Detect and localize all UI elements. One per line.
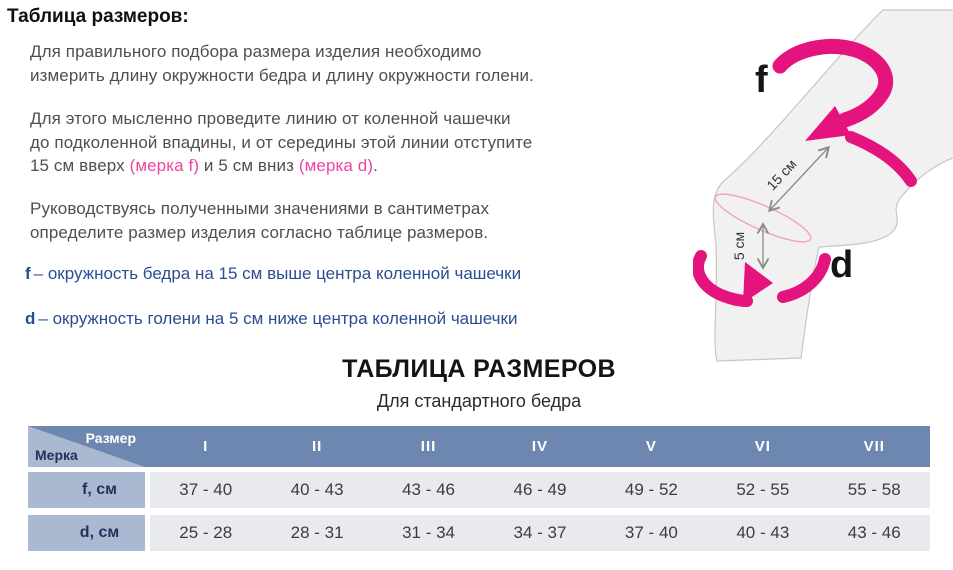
row-label: f, см <box>28 472 145 508</box>
size-table: Размер Мерка I II III IV V VI VII f, см … <box>28 426 930 551</box>
table-cell: 25 - 28 <box>179 523 233 542</box>
intro-paragraph-1: Для правильного подбора размера изделия … <box>30 40 534 87</box>
table-cell: 55 - 58 <box>847 480 901 499</box>
text-segment: . <box>373 156 378 175</box>
calf-rotation-arrow <box>693 250 831 307</box>
paragraph-line: Руководствуясь полученными значениями в … <box>30 199 490 218</box>
table-cell: 31 - 34 <box>402 523 456 542</box>
table-row-d: d, см 25 - 28 28 - 31 31 - 34 34 - 37 37… <box>28 515 930 551</box>
paragraph-line: 15 см вверх (мерка f) и 5 см вниз (мерка… <box>30 154 532 178</box>
knee-diagram: 15 см 5 см f d <box>693 9 953 362</box>
note-measure-d: d – окружность голени на 5 см ниже центра… <box>25 309 517 329</box>
table-cell: 40 - 43 <box>290 480 344 499</box>
note-f-letter: f <box>25 264 31 283</box>
table-cell: 34 - 37 <box>513 523 567 542</box>
knee-measurement-illustration: 15 см 5 см f d <box>693 8 953 368</box>
table-cell: 43 - 46 <box>402 480 456 499</box>
table-cell: 46 - 49 <box>513 480 567 499</box>
measure-d-highlight: (мерка d) <box>298 156 374 175</box>
text-segment: и 5 см вниз <box>199 156 299 175</box>
table-row-f: f, см 37 - 40 40 - 43 43 - 46 46 - 49 49… <box>28 472 930 508</box>
note-f-text: – окружность бедра на 15 см выше центра … <box>33 264 522 283</box>
column-header: IV <box>531 438 549 455</box>
column-header: III <box>420 438 437 455</box>
note-measure-f: f – окружность бедра на 15 см выше центра… <box>25 264 521 284</box>
dim-arrow-15cm <box>768 145 830 213</box>
paragraph-line: Для правильного подбора размера изделия … <box>30 42 482 61</box>
column-header: II <box>311 438 323 455</box>
column-header: V <box>645 438 657 455</box>
note-d-letter: d <box>25 309 36 328</box>
paragraph-line: определите размер изделия согласно табли… <box>30 222 489 242</box>
measure-f-highlight: (мерка f) <box>129 156 200 175</box>
page-title: Таблица размеров: <box>7 6 189 27</box>
corner-label-measure: Мерка <box>35 447 78 463</box>
illustration-label-d: d <box>830 244 853 286</box>
note-d-text: – окружность голени на 5 см ниже центра … <box>38 309 518 328</box>
row-label: d, см <box>28 515 145 551</box>
table-cell: 49 - 52 <box>624 480 678 499</box>
column-header: VII <box>863 438 885 455</box>
intro-paragraph-3: Руководствуясь полученными значениями в … <box>30 197 489 244</box>
table-cell: 40 - 43 <box>736 523 790 542</box>
paragraph-line: измерить длину окружности бедра и длину … <box>30 65 534 85</box>
table-cell: 28 - 31 <box>290 523 344 542</box>
leg-shape <box>712 9 953 362</box>
size-table-heading: ТАБЛИЦА РАЗМЕРОВ <box>342 355 616 383</box>
illustration-label-f: f <box>755 59 768 101</box>
table-cell: 37 - 40 <box>624 523 678 542</box>
table-cell: 52 - 55 <box>736 480 790 499</box>
dim-label-5cm: 5 см <box>731 232 747 260</box>
paragraph-line: до подколенной впадины, и от середины эт… <box>30 132 533 152</box>
size-table-header-row: Размер Мерка I II III IV V VI VII <box>28 426 930 467</box>
table-cell: 37 - 40 <box>179 480 233 499</box>
size-table-corner-cell: Размер Мерка <box>28 426 145 467</box>
row-values: 25 - 28 28 - 31 31 - 34 34 - 37 37 - 40 … <box>150 515 930 551</box>
thigh-rotation-arrow <box>772 38 917 187</box>
intro-paragraph-2: Для этого мысленно проведите линию от ко… <box>30 107 532 178</box>
paragraph-line: Для этого мысленно проведите линию от ко… <box>30 109 511 128</box>
size-table-subheading: Для стандартного бедра <box>376 391 582 411</box>
table-cell: 43 - 46 <box>847 523 901 542</box>
row-values: 37 - 40 40 - 43 43 - 46 46 - 49 49 - 52 … <box>150 472 930 508</box>
column-header: VI <box>754 438 771 455</box>
text-segment: 15 см вверх <box>30 156 130 175</box>
column-header: I <box>203 438 209 455</box>
corner-label-size: Размер <box>85 430 136 446</box>
